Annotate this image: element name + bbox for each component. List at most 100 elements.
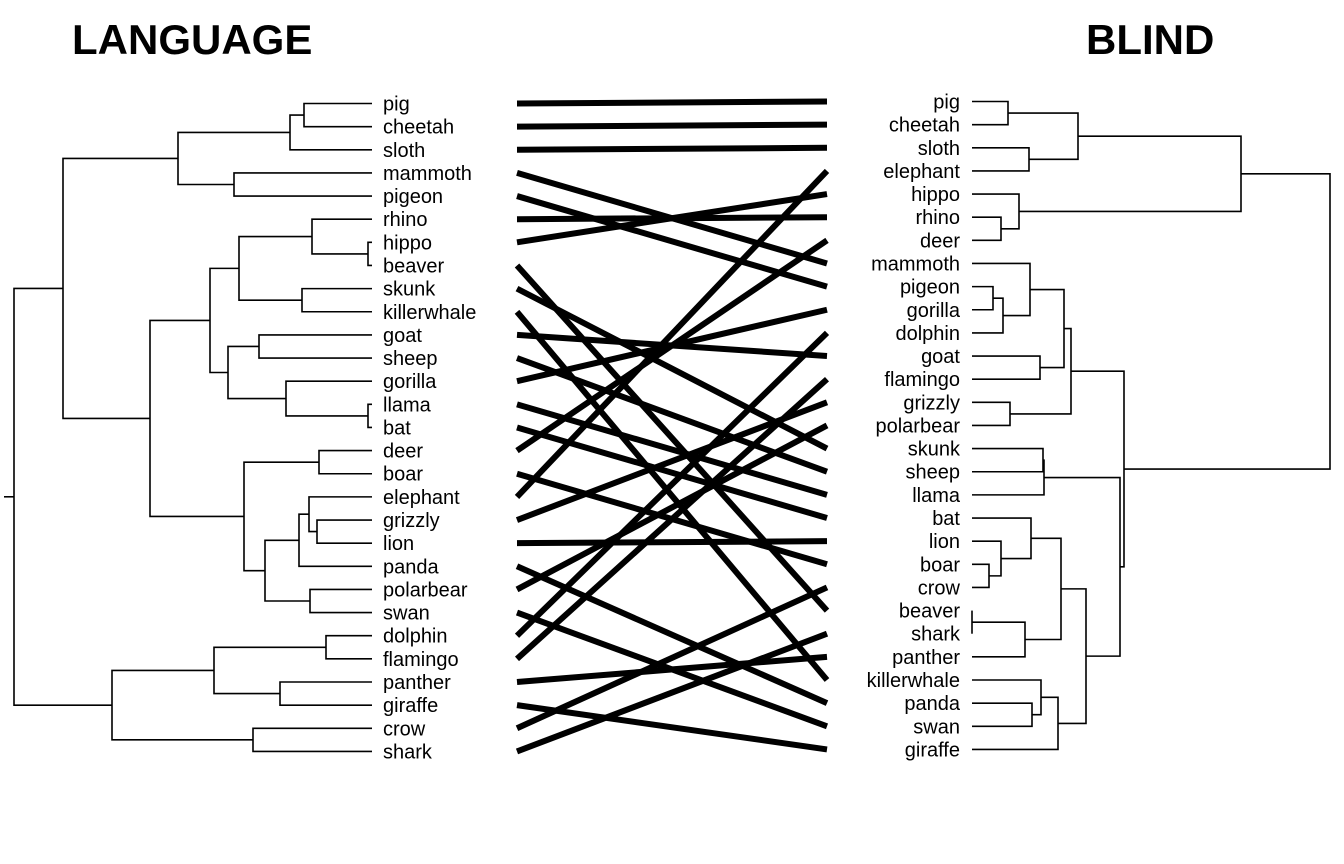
- right-leaf-label: lion: [929, 531, 960, 553]
- right-dendrogram-branch: [1044, 476, 1121, 657]
- right-leaf-label: swan: [913, 716, 960, 738]
- left-leaf-label: hippo: [383, 232, 432, 254]
- left-dendrogram-branch: [264, 539, 310, 602]
- left-dendrogram-branch: [316, 519, 372, 544]
- right-dendrogram-branch: [972, 285, 994, 311]
- right-dendrogram-branch: [972, 401, 1011, 427]
- left-dendrogram-title: LANGUAGE: [72, 16, 312, 63]
- left-leaf-label: sloth: [383, 140, 425, 162]
- connector-panther: [516, 653, 828, 685]
- right-dendrogram-branch: [1071, 370, 1125, 568]
- right-dendrogram-branch: [972, 216, 1002, 242]
- right-leaf-label: goat: [921, 346, 960, 368]
- connector-flamingo: [514, 376, 830, 662]
- right-leaf-labels: pigcheetahslothelephanthipporhinodeermam…: [867, 92, 961, 762]
- right-leaf-label: gorilla: [907, 300, 961, 322]
- left-leaf-label: llama: [383, 394, 432, 416]
- right-leaf-label: grizzly: [903, 392, 960, 414]
- left-leaf-label: grizzly: [383, 510, 440, 532]
- right-dendrogram-branch: [972, 621, 1026, 658]
- tanglegram-connectors: [514, 98, 830, 755]
- left-dendrogram-branch: [252, 727, 372, 753]
- right-dendrogram-branch: [972, 540, 1002, 577]
- left-leaf-label: bat: [383, 417, 411, 439]
- left-dendrogram-branch: [303, 102, 372, 128]
- right-leaf-label: rhino: [916, 207, 960, 229]
- right-leaf-label: giraffe: [905, 739, 960, 761]
- left-leaf-label: sheep: [383, 348, 438, 370]
- left-dendrogram: [4, 102, 372, 753]
- right-dendrogram-branch: [972, 696, 1059, 751]
- left-dendrogram-branch: [227, 345, 286, 400]
- right-leaf-label: boar: [920, 554, 960, 576]
- left-dendrogram-branch: [213, 646, 326, 695]
- left-leaf-label: dolphin: [383, 626, 448, 648]
- right-dendrogram-branch: [972, 679, 1042, 716]
- left-dendrogram-branch: [243, 461, 319, 572]
- right-dendrogram-branch: [972, 297, 1004, 334]
- right-leaf-label: pig: [933, 92, 960, 114]
- left-leaf-label: pigeon: [383, 186, 443, 208]
- right-leaf-label: sloth: [918, 138, 960, 160]
- connector-beaver: [514, 263, 830, 613]
- left-leaf-label: crow: [383, 718, 426, 740]
- right-leaf-label: skunk: [908, 439, 961, 461]
- right-dendrogram-branch: [1008, 112, 1079, 161]
- right-leaf-label: cheetah: [889, 115, 960, 137]
- right-dendrogram-branch: [1058, 588, 1087, 725]
- connector-llama: [516, 401, 828, 498]
- left-leaf-label: beaver: [383, 255, 444, 277]
- right-leaf-label: dolphin: [895, 323, 960, 345]
- right-dendrogram-branch: [972, 193, 1020, 230]
- left-leaf-label: flamingo: [383, 649, 459, 671]
- connector-deer: [515, 237, 829, 454]
- right-dendrogram-branch: [972, 355, 1041, 380]
- left-dendrogram-branch: [233, 172, 372, 197]
- connector-crow: [515, 584, 829, 732]
- left-leaf-label: cheetah: [383, 117, 454, 139]
- right-dendrogram-branch: [972, 262, 1031, 317]
- left-dendrogram-branch: [367, 403, 372, 429]
- connector-polarbear: [515, 422, 829, 593]
- right-leaf-label: mammoth: [871, 253, 960, 275]
- right-dendrogram-branch: [972, 447, 1044, 473]
- right-leaf-label: sheep: [906, 462, 961, 484]
- left-leaf-label: swan: [383, 603, 430, 625]
- right-leaf-label: killerwhale: [867, 670, 960, 692]
- left-leaf-label: killerwhale: [383, 302, 476, 324]
- connector-sloth: [516, 144, 828, 153]
- left-leaf-label: elephant: [383, 487, 460, 509]
- right-leaf-label: polarbear: [875, 415, 960, 437]
- right-dendrogram-branch: [1019, 135, 1242, 213]
- left-dendrogram-branch: [308, 496, 372, 533]
- right-leaf-label: crow: [918, 577, 961, 599]
- connector-lion: [516, 538, 828, 547]
- right-leaf-label: llama: [912, 485, 961, 507]
- left-dendrogram-branch: [289, 114, 372, 151]
- left-dendrogram-branch: [149, 319, 244, 518]
- left-leaf-label: deer: [383, 441, 423, 463]
- connector-cheetah: [516, 121, 828, 130]
- left-leaf-label: mammoth: [383, 163, 472, 185]
- right-leaf-label: pigeon: [900, 277, 960, 299]
- left-dendrogram-branch: [298, 513, 372, 568]
- left-leaf-label: pig: [383, 94, 410, 116]
- left-dendrogram-branch: [318, 449, 372, 475]
- left-leaf-label: shark: [383, 741, 433, 763]
- right-leaf-label: flamingo: [884, 369, 960, 391]
- left-dendrogram-branch: [367, 241, 372, 267]
- right-leaf-label: shark: [911, 624, 961, 646]
- left-dendrogram-branch: [62, 157, 178, 420]
- left-dendrogram-branch: [258, 334, 372, 359]
- left-dendrogram-branch: [209, 267, 239, 374]
- left-dendrogram-branch: [311, 218, 372, 255]
- left-dendrogram-branch: [111, 669, 253, 741]
- right-dendrogram-branch: [972, 702, 1033, 728]
- left-leaf-label: skunk: [383, 279, 436, 301]
- right-leaf-label: panda: [904, 693, 960, 715]
- left-dendrogram-branch: [285, 380, 372, 417]
- left-dendrogram-branch: [279, 681, 372, 706]
- connector-elephant: [514, 168, 830, 499]
- left-dendrogram-branch: [325, 634, 372, 660]
- connector-hippo: [516, 191, 828, 246]
